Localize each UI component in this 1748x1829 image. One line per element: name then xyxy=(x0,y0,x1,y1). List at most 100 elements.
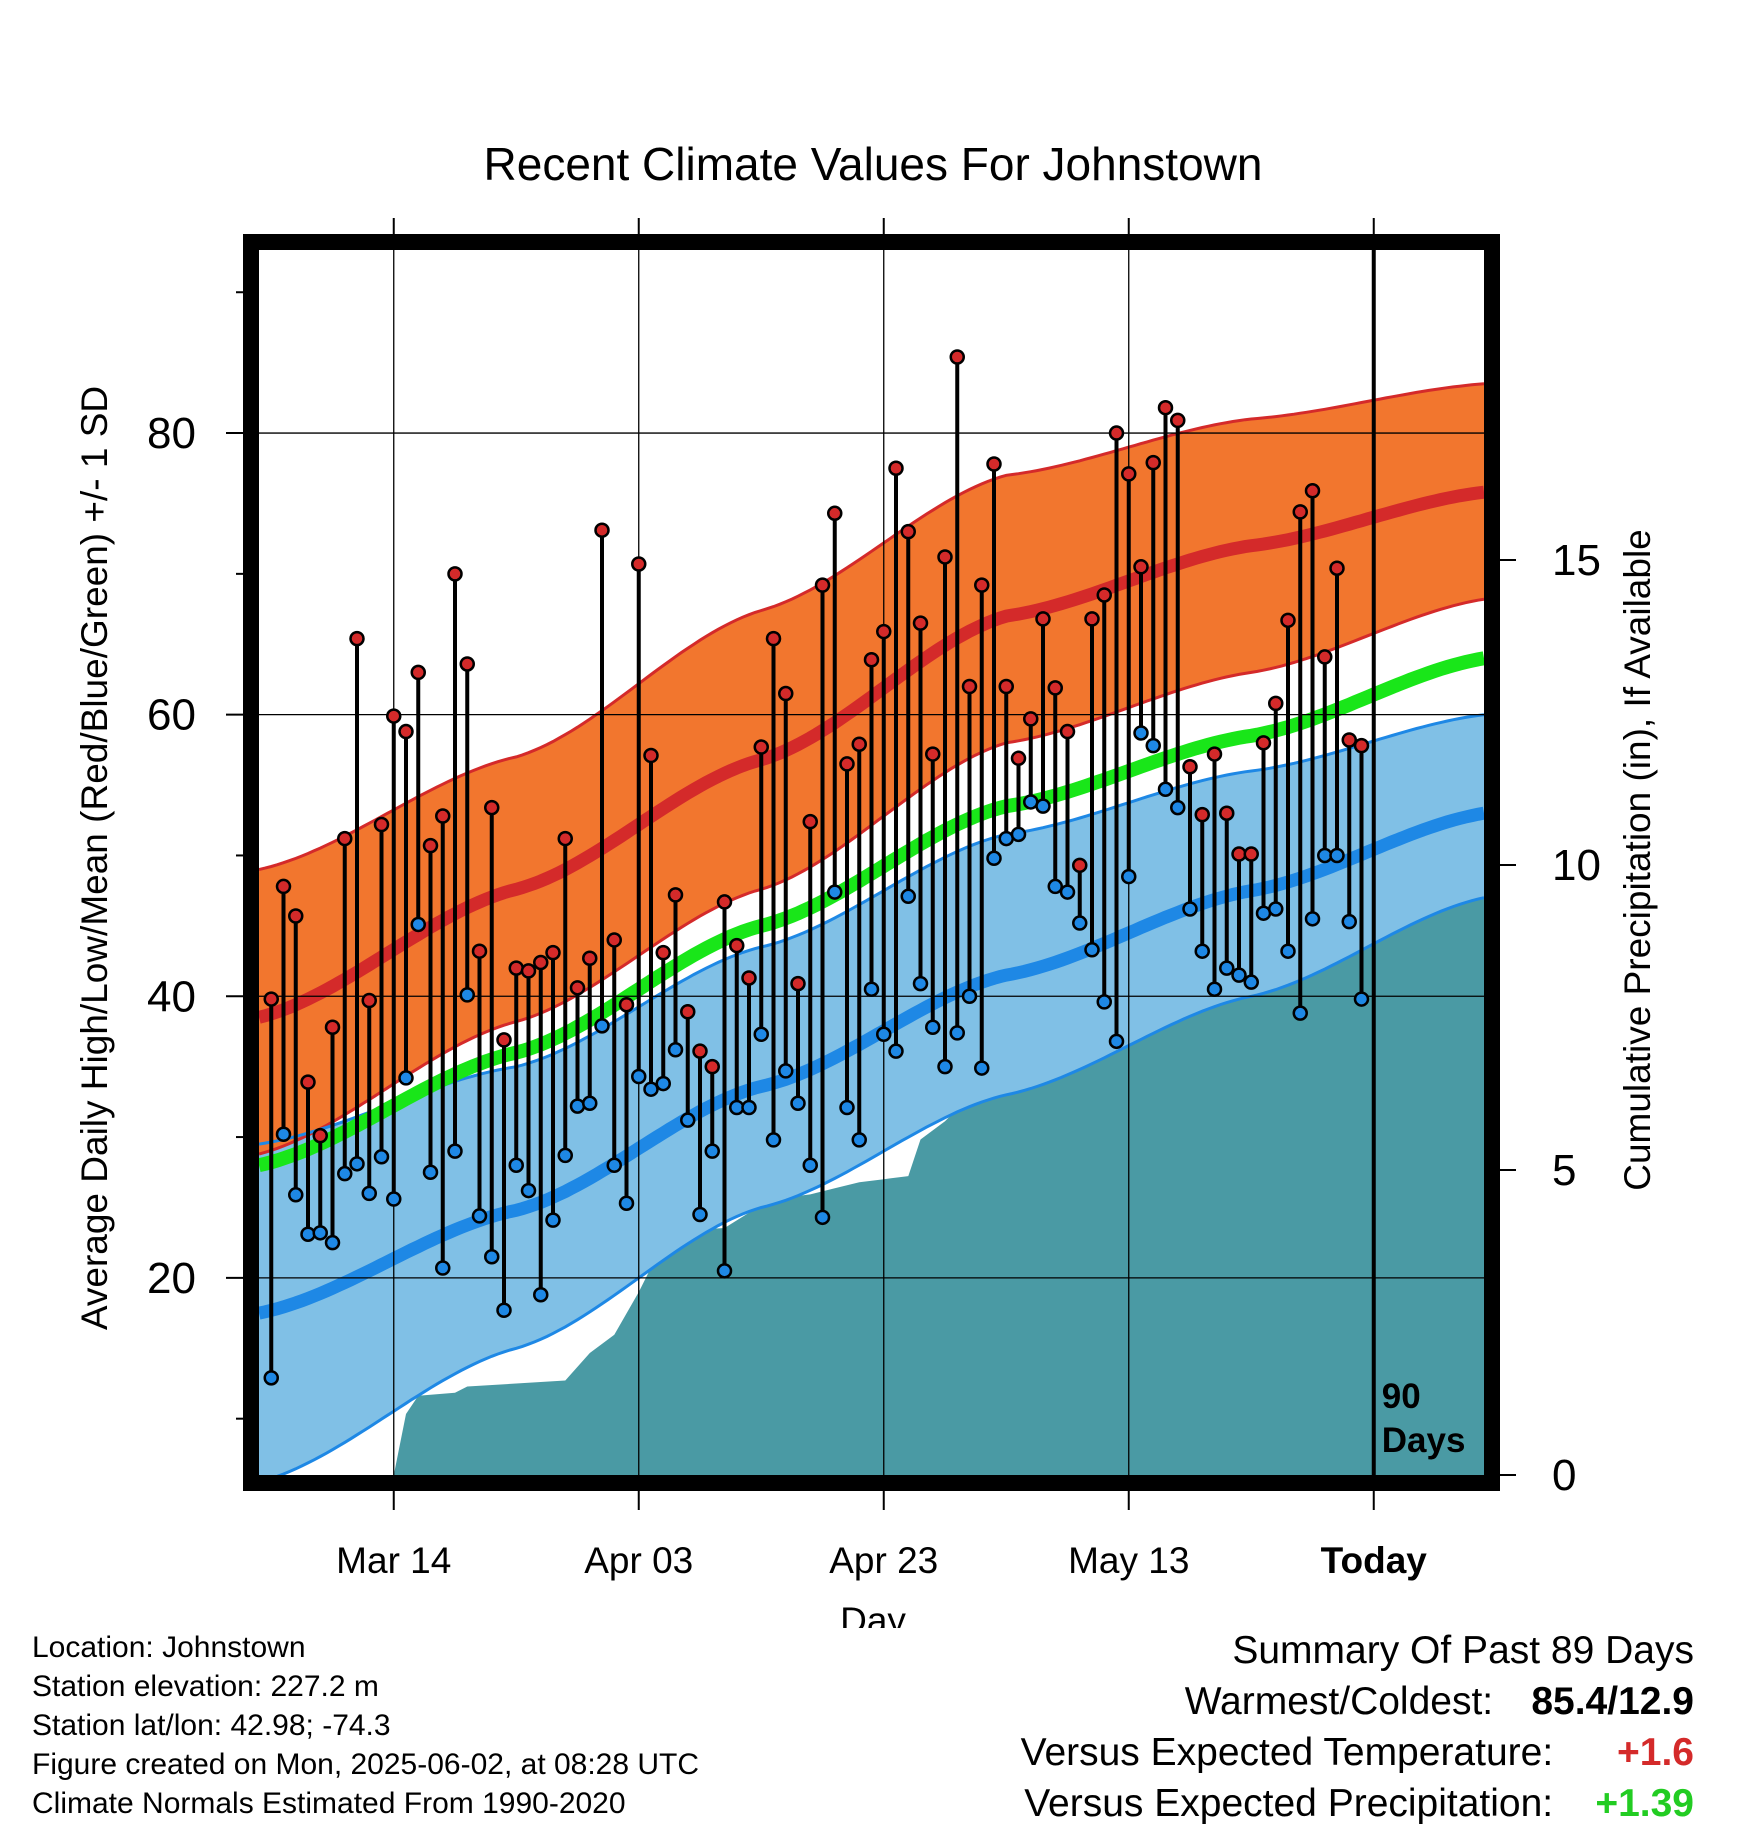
daily-low-point xyxy=(643,1081,659,1097)
daily-high-point xyxy=(349,630,365,647)
daily-low-point xyxy=(1206,981,1223,997)
x-tick-label: May 13 xyxy=(1068,1540,1189,1581)
today-days-label: 90 xyxy=(1382,1377,1421,1416)
daily-low-point xyxy=(961,988,978,1005)
daily-high-point xyxy=(300,1074,316,1090)
daily-high-point xyxy=(704,1058,720,1075)
daily-high-point xyxy=(594,522,610,538)
daily-low-point xyxy=(300,1226,316,1242)
daily-high-point xyxy=(1170,412,1186,429)
precip-value: +1.39 xyxy=(1595,1782,1694,1825)
daily-high-point xyxy=(1341,732,1357,748)
location-text: Location: Johnstown xyxy=(32,1631,306,1664)
daily-high-point xyxy=(263,991,279,1007)
daily-low-point xyxy=(1096,994,1112,1010)
daily-high-point xyxy=(1243,846,1259,862)
daily-low-point xyxy=(1329,847,1345,864)
y2-tick-label: 15 xyxy=(1552,536,1601,585)
summary-precip-row: Versus Expected Precipitation: +1.39 xyxy=(1021,1778,1694,1829)
daily-high-point xyxy=(1206,746,1223,762)
latlon-text: Station lat/lon: 42.98; -74.3 xyxy=(32,1709,391,1742)
y2-axis-label: Cumulative Precipitation (in), If Availa… xyxy=(1617,529,1658,1191)
daily-high-point xyxy=(471,943,488,959)
daily-high-point xyxy=(631,556,647,572)
daily-low-point xyxy=(275,1126,292,1143)
plot-frame xyxy=(243,234,1500,1491)
daily-low-point xyxy=(876,1026,892,1043)
summary-warmest-row: Warmest/Coldest: 85.4/12.9 xyxy=(1021,1676,1694,1727)
daily-high-point xyxy=(1157,399,1174,416)
daily-high-point xyxy=(1133,559,1149,575)
daily-low-point xyxy=(692,1206,708,1223)
daily-low-point xyxy=(410,916,426,933)
daily-high-point xyxy=(851,736,867,752)
daily-high-point xyxy=(998,678,1014,695)
daily-low-point xyxy=(361,1185,377,1202)
daily-high-point xyxy=(1072,857,1088,874)
daily-low-point xyxy=(667,1042,684,1058)
daily-low-point xyxy=(1035,798,1051,814)
y-tick-label: 60 xyxy=(147,691,196,740)
daily-low-point xyxy=(814,1209,831,1226)
daily-low-point xyxy=(1304,911,1321,927)
plot-content: 90 Days xyxy=(259,250,1484,1475)
daily-high-point xyxy=(765,630,782,647)
daily-low-point xyxy=(618,1195,635,1211)
precip-label: Versus Expected Precipitation: xyxy=(1024,1782,1554,1825)
daily-low-point xyxy=(545,1212,561,1228)
daily-high-point xyxy=(667,887,684,903)
summary-panel: Summary Of Past 89 Days Warmest/Coldest:… xyxy=(1021,1625,1694,1829)
warmest-value: 85.4/12.9 xyxy=(1531,1680,1694,1723)
daily-low-point xyxy=(1219,960,1235,976)
daily-high-point xyxy=(312,1127,328,1144)
daily-low-point xyxy=(373,1149,390,1165)
daily-high-point xyxy=(520,963,537,979)
daily-low-point xyxy=(900,888,916,905)
daily-high-point xyxy=(827,505,843,522)
daily-low-point xyxy=(1145,737,1161,754)
daily-high-point xyxy=(1145,454,1161,471)
daily-high-point xyxy=(386,708,402,724)
y2-tick-label: 10 xyxy=(1552,841,1601,890)
daily-high-point xyxy=(1194,806,1210,823)
daily-high-point xyxy=(337,830,353,847)
daily-high-point xyxy=(422,837,439,854)
y2-tick-label: 0 xyxy=(1552,1451,1576,1500)
daily-high-point xyxy=(435,808,451,824)
daily-low-point xyxy=(1157,781,1174,798)
daily-high-point xyxy=(1023,711,1039,727)
daily-low-point xyxy=(655,1075,671,1092)
daily-high-point xyxy=(1096,587,1112,603)
daily-low-point xyxy=(606,1157,622,1173)
daily-low-point xyxy=(312,1225,328,1241)
daily-high-point xyxy=(986,456,1002,472)
daily-low-point xyxy=(925,1019,941,1035)
daily-high-point xyxy=(716,894,733,910)
daily-high-point xyxy=(925,746,941,762)
x-tick-label: Apr 03 xyxy=(584,1540,693,1581)
daily-low-point xyxy=(484,1249,500,1265)
daily-low-point xyxy=(582,1095,598,1112)
daily-high-point xyxy=(912,615,929,631)
daily-low-point xyxy=(1268,901,1284,917)
daily-high-point xyxy=(839,756,855,772)
daily-low-point xyxy=(337,1165,353,1182)
daily-low-point xyxy=(974,1060,990,1076)
daily-high-point xyxy=(324,1019,341,1035)
daily-low-point xyxy=(496,1302,512,1319)
daily-low-point xyxy=(1084,942,1100,958)
daily-low-point xyxy=(263,1370,279,1386)
daily-high-point xyxy=(1280,612,1296,629)
daily-high-point xyxy=(484,799,500,816)
y-tick-label: 40 xyxy=(147,972,196,1021)
daily-high-point xyxy=(557,830,573,847)
daily-high-point xyxy=(545,944,561,961)
daily-high-point xyxy=(790,975,806,992)
low-normal-band xyxy=(259,714,1484,1475)
daily-low-point xyxy=(569,1098,586,1114)
daily-low-point xyxy=(386,1191,402,1207)
daily-high-point xyxy=(1255,735,1272,751)
elevation-text: Station elevation: 227.2 m xyxy=(32,1670,379,1703)
daily-low-point xyxy=(827,884,843,900)
daily-low-point xyxy=(349,1156,365,1172)
